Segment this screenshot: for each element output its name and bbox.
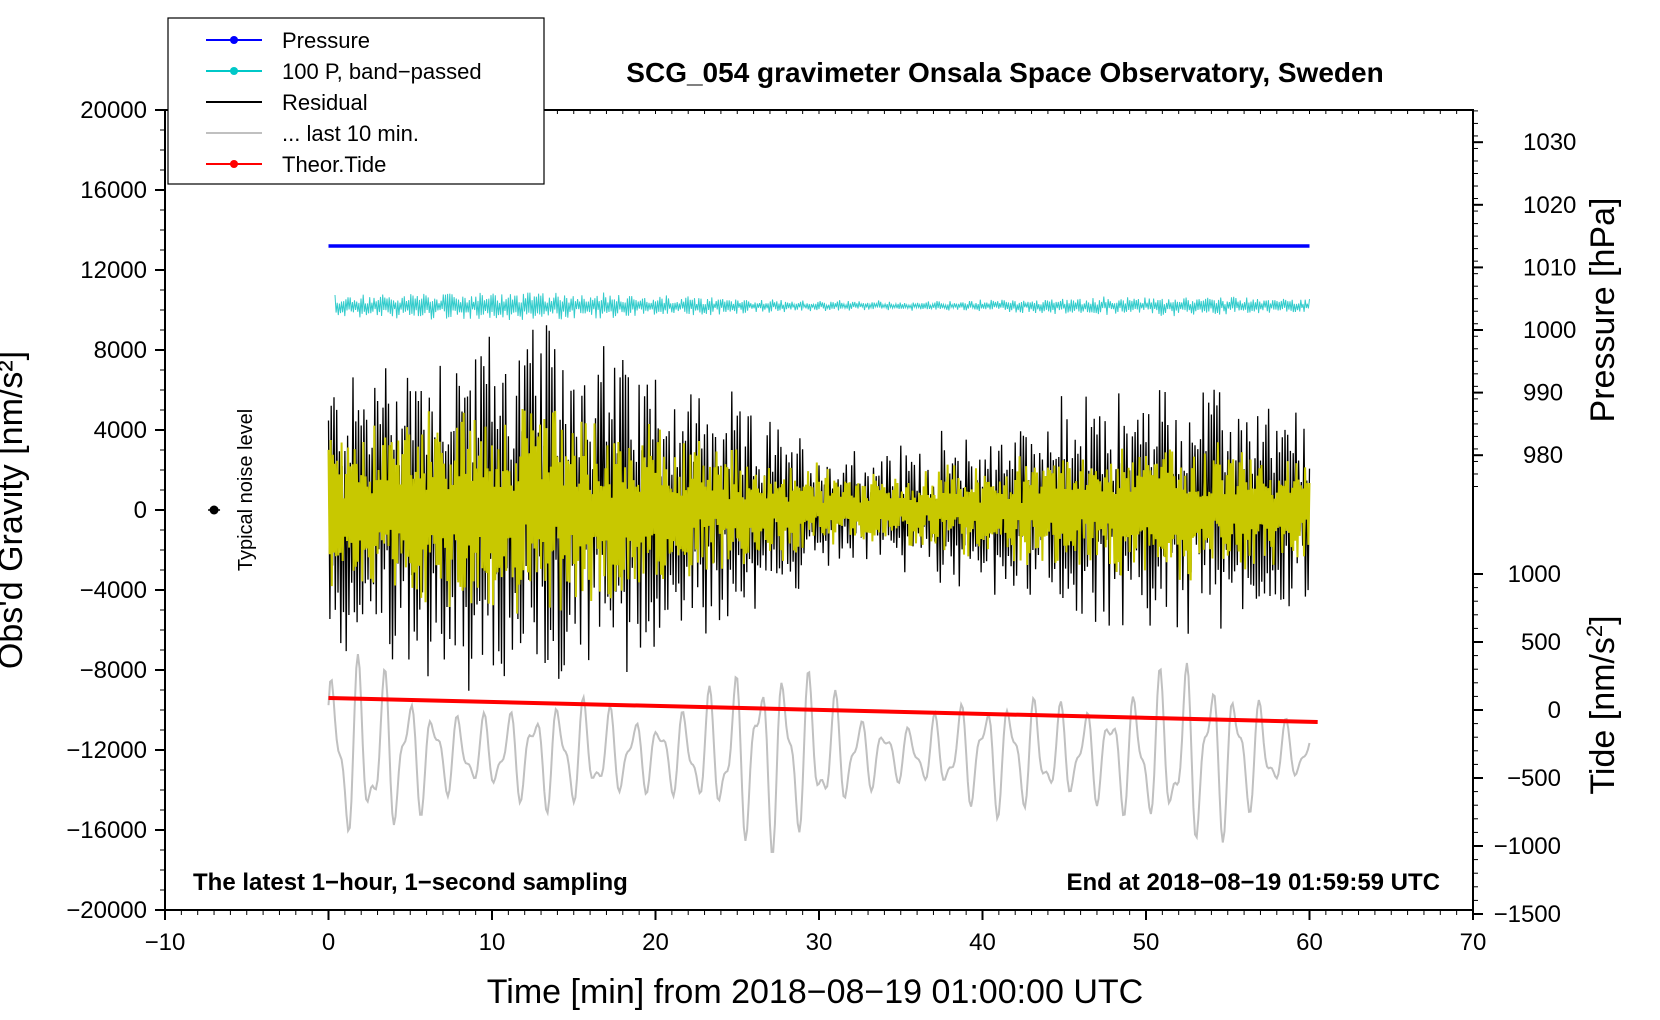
tide-tick-label: −1000 <box>1494 833 1561 860</box>
tide-tick-label: −500 <box>1507 765 1561 792</box>
tide-title-main: Tide [nm/s <box>1584 637 1622 794</box>
y-axis-title-pressure: Pressure [hPa] <box>1584 198 1622 423</box>
series-last-10-min <box>327 653 1311 854</box>
y-tick-label: 12000 <box>80 257 147 284</box>
pressure-tick-label: 1000 <box>1523 317 1576 344</box>
y-tick-label: −16000 <box>66 817 147 844</box>
noise-label: Typical noise level <box>235 409 257 571</box>
pressure-tick-label: 980 <box>1523 442 1563 469</box>
series-theor-tide <box>328 696 1318 724</box>
y-axis-title-tide: Tide [nm/s2] <box>1582 615 1622 794</box>
x-tick-label: 50 <box>1133 929 1160 956</box>
pressure-tick-label: 1030 <box>1523 129 1576 156</box>
x-tick-label: 30 <box>806 929 833 956</box>
legend-marker <box>230 160 238 168</box>
axes: −10 0 10 20 30 40 50 60 702000016000120008000400… <box>66 97 1576 956</box>
y-tick-label: −4000 <box>80 577 147 604</box>
series-residual-overlay <box>327 408 1311 614</box>
y-tick-label: −20000 <box>66 897 147 924</box>
legend-label: 100 P, band−passed <box>282 59 482 84</box>
y-tick-label: 16000 <box>80 177 147 204</box>
x-tick-label: 0 <box>322 929 335 956</box>
series-residual <box>327 325 1311 691</box>
x-tick-label: 20 <box>642 929 669 956</box>
legend-marker <box>230 67 238 75</box>
legend-label: Theor.Tide <box>282 152 386 177</box>
tide-title-sup: 2 <box>1582 625 1607 637</box>
noise-dot <box>209 505 219 515</box>
x-axis-title: Time [min] from 2018−08−19 01:00:00 UTC <box>487 973 1143 1011</box>
tide-tick-label: 1000 <box>1508 561 1561 588</box>
noise-level-marker: Typical noise level <box>208 409 257 571</box>
y-tick-label: −12000 <box>66 737 147 764</box>
y-tick-label: 0 <box>134 497 147 524</box>
tide-tick-label: 500 <box>1521 629 1561 656</box>
note-end-time: End at 2018−08−19 01:59:59 UTC <box>1066 869 1440 896</box>
legend-label: Pressure <box>282 28 370 53</box>
pressure-tick-label: 990 <box>1523 380 1563 407</box>
y-tick-label: 20000 <box>80 97 147 124</box>
x-tick-label: −10 <box>145 929 186 956</box>
note-latest-hour: The latest 1−hour, 1−second sampling <box>193 869 628 896</box>
y-axis-title-left: Obs'd Gravity [nm/s²] <box>0 351 30 669</box>
y-tick-label: 4000 <box>94 417 147 444</box>
legend-label: Residual <box>282 90 368 115</box>
x-tick-label: 60 <box>1296 929 1323 956</box>
data-traces <box>327 244 1318 854</box>
legend: Pressure 100 P, band−passed Residual ... la… <box>167 17 545 185</box>
chart-title: SCG_054 gravimeter Onsala Space Observat… <box>626 57 1383 88</box>
legend-label: ... last 10 min. <box>282 121 419 146</box>
y-tick-label: 8000 <box>94 337 147 364</box>
pressure-tick-label: 1010 <box>1523 254 1576 281</box>
x-tick-label: 70 <box>1460 929 1487 956</box>
series-band-passed-pressure <box>334 292 1310 321</box>
x-tick-label: 10 <box>479 929 506 956</box>
y-tick-label: −8000 <box>80 657 147 684</box>
tide-tick-label: 0 <box>1548 697 1561 724</box>
legend-marker <box>230 36 238 44</box>
tide-tick-label: −1500 <box>1494 901 1561 928</box>
x-tick-label: 40 <box>969 929 996 956</box>
pressure-tick-label: 1020 <box>1523 192 1576 219</box>
tide-title-end: ] <box>1584 615 1622 624</box>
